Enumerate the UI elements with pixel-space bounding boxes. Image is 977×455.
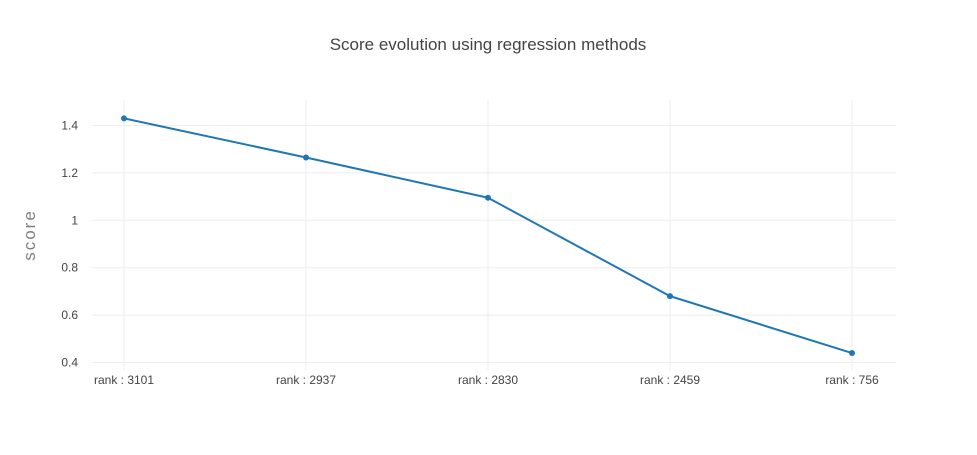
x-tick-label: rank : 756 [825,373,879,387]
x-tick-label: rank : 2937 [276,373,336,387]
y-tick-label: 1.2 [61,166,78,180]
y-tick-label: 1 [71,213,78,227]
x-axis-ticks: rank : 3101 rank : 2937 rank : 2830 rank : … [94,373,879,387]
data-point[interactable] [849,350,855,357]
y-tick-label: 0.8 [61,261,78,275]
grid [92,100,896,370]
y-axis-ticks: 0.4 0.6 0.8 1 1.2 1.4 [61,119,78,370]
data-point[interactable] [303,154,309,161]
chart-title: Score evolution using regression methods [330,35,647,54]
x-tick-label: rank : 2830 [458,373,518,387]
data-point[interactable] [485,194,491,201]
data-point[interactable] [667,293,673,300]
data-point[interactable] [121,115,127,122]
y-axis-label: score [20,209,39,261]
y-tick-label: 0.6 [61,308,78,322]
series [121,115,855,357]
x-tick-label: rank : 3101 [94,373,154,387]
y-tick-label: 1.4 [61,119,78,133]
x-tick-label: rank : 2459 [640,373,700,387]
y-tick-label: 0.4 [61,356,78,370]
